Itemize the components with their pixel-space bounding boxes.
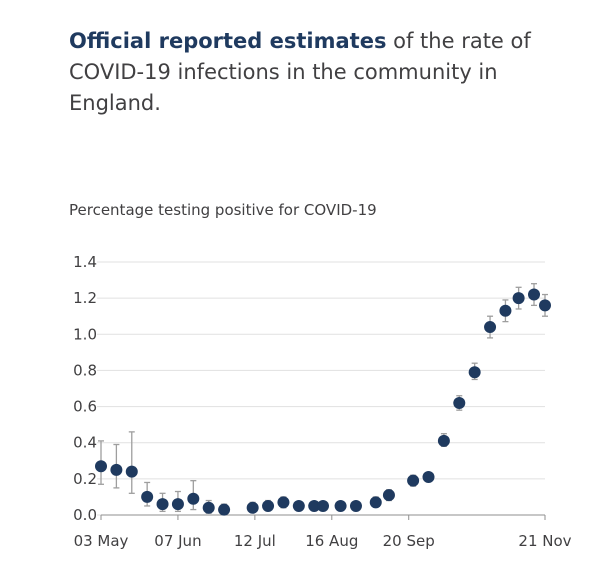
data-point <box>349 499 362 512</box>
gridlines <box>97 261 545 516</box>
data-point <box>156 498 169 511</box>
data-point <box>292 499 305 512</box>
data-point <box>453 396 466 409</box>
x-tick-label: 20 Sep <box>383 532 435 550</box>
data-point <box>539 299 551 312</box>
data-point <box>437 434 450 447</box>
data-point <box>95 460 107 473</box>
headline-emphasis: Official reported estimates <box>69 29 387 53</box>
data-point <box>110 463 123 476</box>
data-point <box>468 366 481 379</box>
data-point <box>187 492 200 505</box>
data-point <box>422 471 435 484</box>
data-point <box>484 321 497 334</box>
data-points <box>95 288 551 516</box>
data-point <box>246 501 259 514</box>
chart-title: Percentage testing positive for COVID-19 <box>69 201 377 219</box>
data-point <box>369 496 382 509</box>
data-point <box>334 499 347 512</box>
headline: Official reported estimates of the rate … <box>69 26 579 119</box>
y-tick-label: 1.0 <box>73 325 97 343</box>
data-point <box>277 496 290 509</box>
y-tick-label: 1.2 <box>73 289 97 307</box>
x-axis: 03 May 07 Jun 12 Jul 16 Aug 20 Sep 21 Nov <box>74 514 572 550</box>
data-point <box>202 501 215 514</box>
data-point <box>407 474 420 487</box>
data-point <box>262 499 275 512</box>
x-tick-label: 16 Aug <box>305 532 358 550</box>
data-point <box>141 490 154 503</box>
x-tick-label: 03 May <box>74 532 129 550</box>
y-tick-label: 0.0 <box>73 506 97 524</box>
y-tick-label: 1.4 <box>73 253 97 271</box>
data-point <box>171 498 184 511</box>
y-tick-label: 0.2 <box>73 470 97 488</box>
x-tick-label: 21 Nov <box>518 532 571 550</box>
y-axis-ticks: 0.0 0.2 0.4 0.6 0.8 1.0 1.2 1.4 <box>73 253 97 524</box>
x-tick-label: 12 Jul <box>234 532 276 550</box>
data-point <box>317 499 329 512</box>
data-point <box>382 489 395 502</box>
data-point <box>218 503 231 516</box>
y-tick-label: 0.4 <box>73 434 97 452</box>
headline-rest: of the rate of COVID-19 infections in th… <box>69 29 531 115</box>
data-point <box>528 288 541 301</box>
data-point <box>499 304 512 317</box>
data-point <box>512 292 525 305</box>
y-tick-label: 0.6 <box>73 398 97 416</box>
data-point <box>308 499 321 512</box>
data-point <box>125 465 138 478</box>
x-tick-label: 07 Jun <box>154 532 201 550</box>
y-tick-label: 0.8 <box>73 361 97 379</box>
